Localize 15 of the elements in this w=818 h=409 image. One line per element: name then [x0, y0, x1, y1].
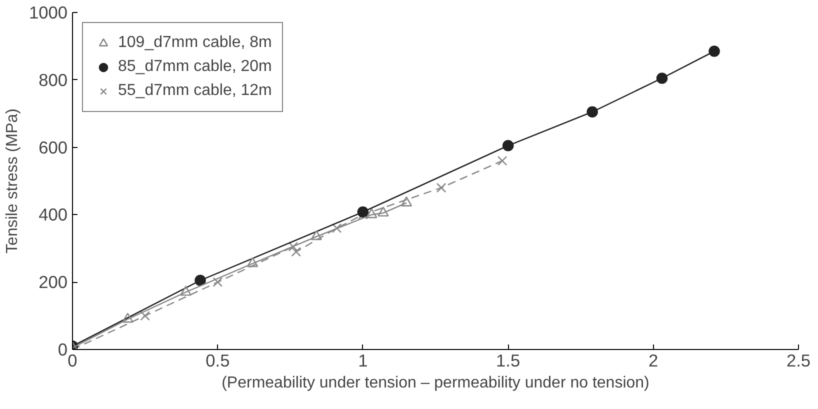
x-axis-title: (Permeability under tension – permeability under no tension)	[222, 374, 650, 392]
y-tick-label: 600	[38, 137, 68, 158]
y-tick-label: 1000	[28, 2, 68, 22]
legend-label: 109_d7mm cable, 8m	[118, 34, 272, 52]
x-tick-label: 0.5	[206, 350, 230, 370]
y-axis-title: Tensile stress (MPa)	[4, 108, 21, 254]
y-tick-label: 200	[38, 272, 68, 292]
y-tick-label: 400	[38, 204, 68, 225]
x-tick-label: 1.5	[496, 350, 520, 370]
legend-label: 85_d7mm cable, 20m	[118, 58, 272, 76]
x-tick-label: 2.5	[786, 350, 811, 370]
legend-label: 55_d7mm cable, 12m	[118, 82, 272, 100]
x-tick-label: 2	[648, 350, 658, 370]
y-tick-label: 800	[38, 70, 68, 90]
x-tick-label: 1	[358, 350, 368, 370]
